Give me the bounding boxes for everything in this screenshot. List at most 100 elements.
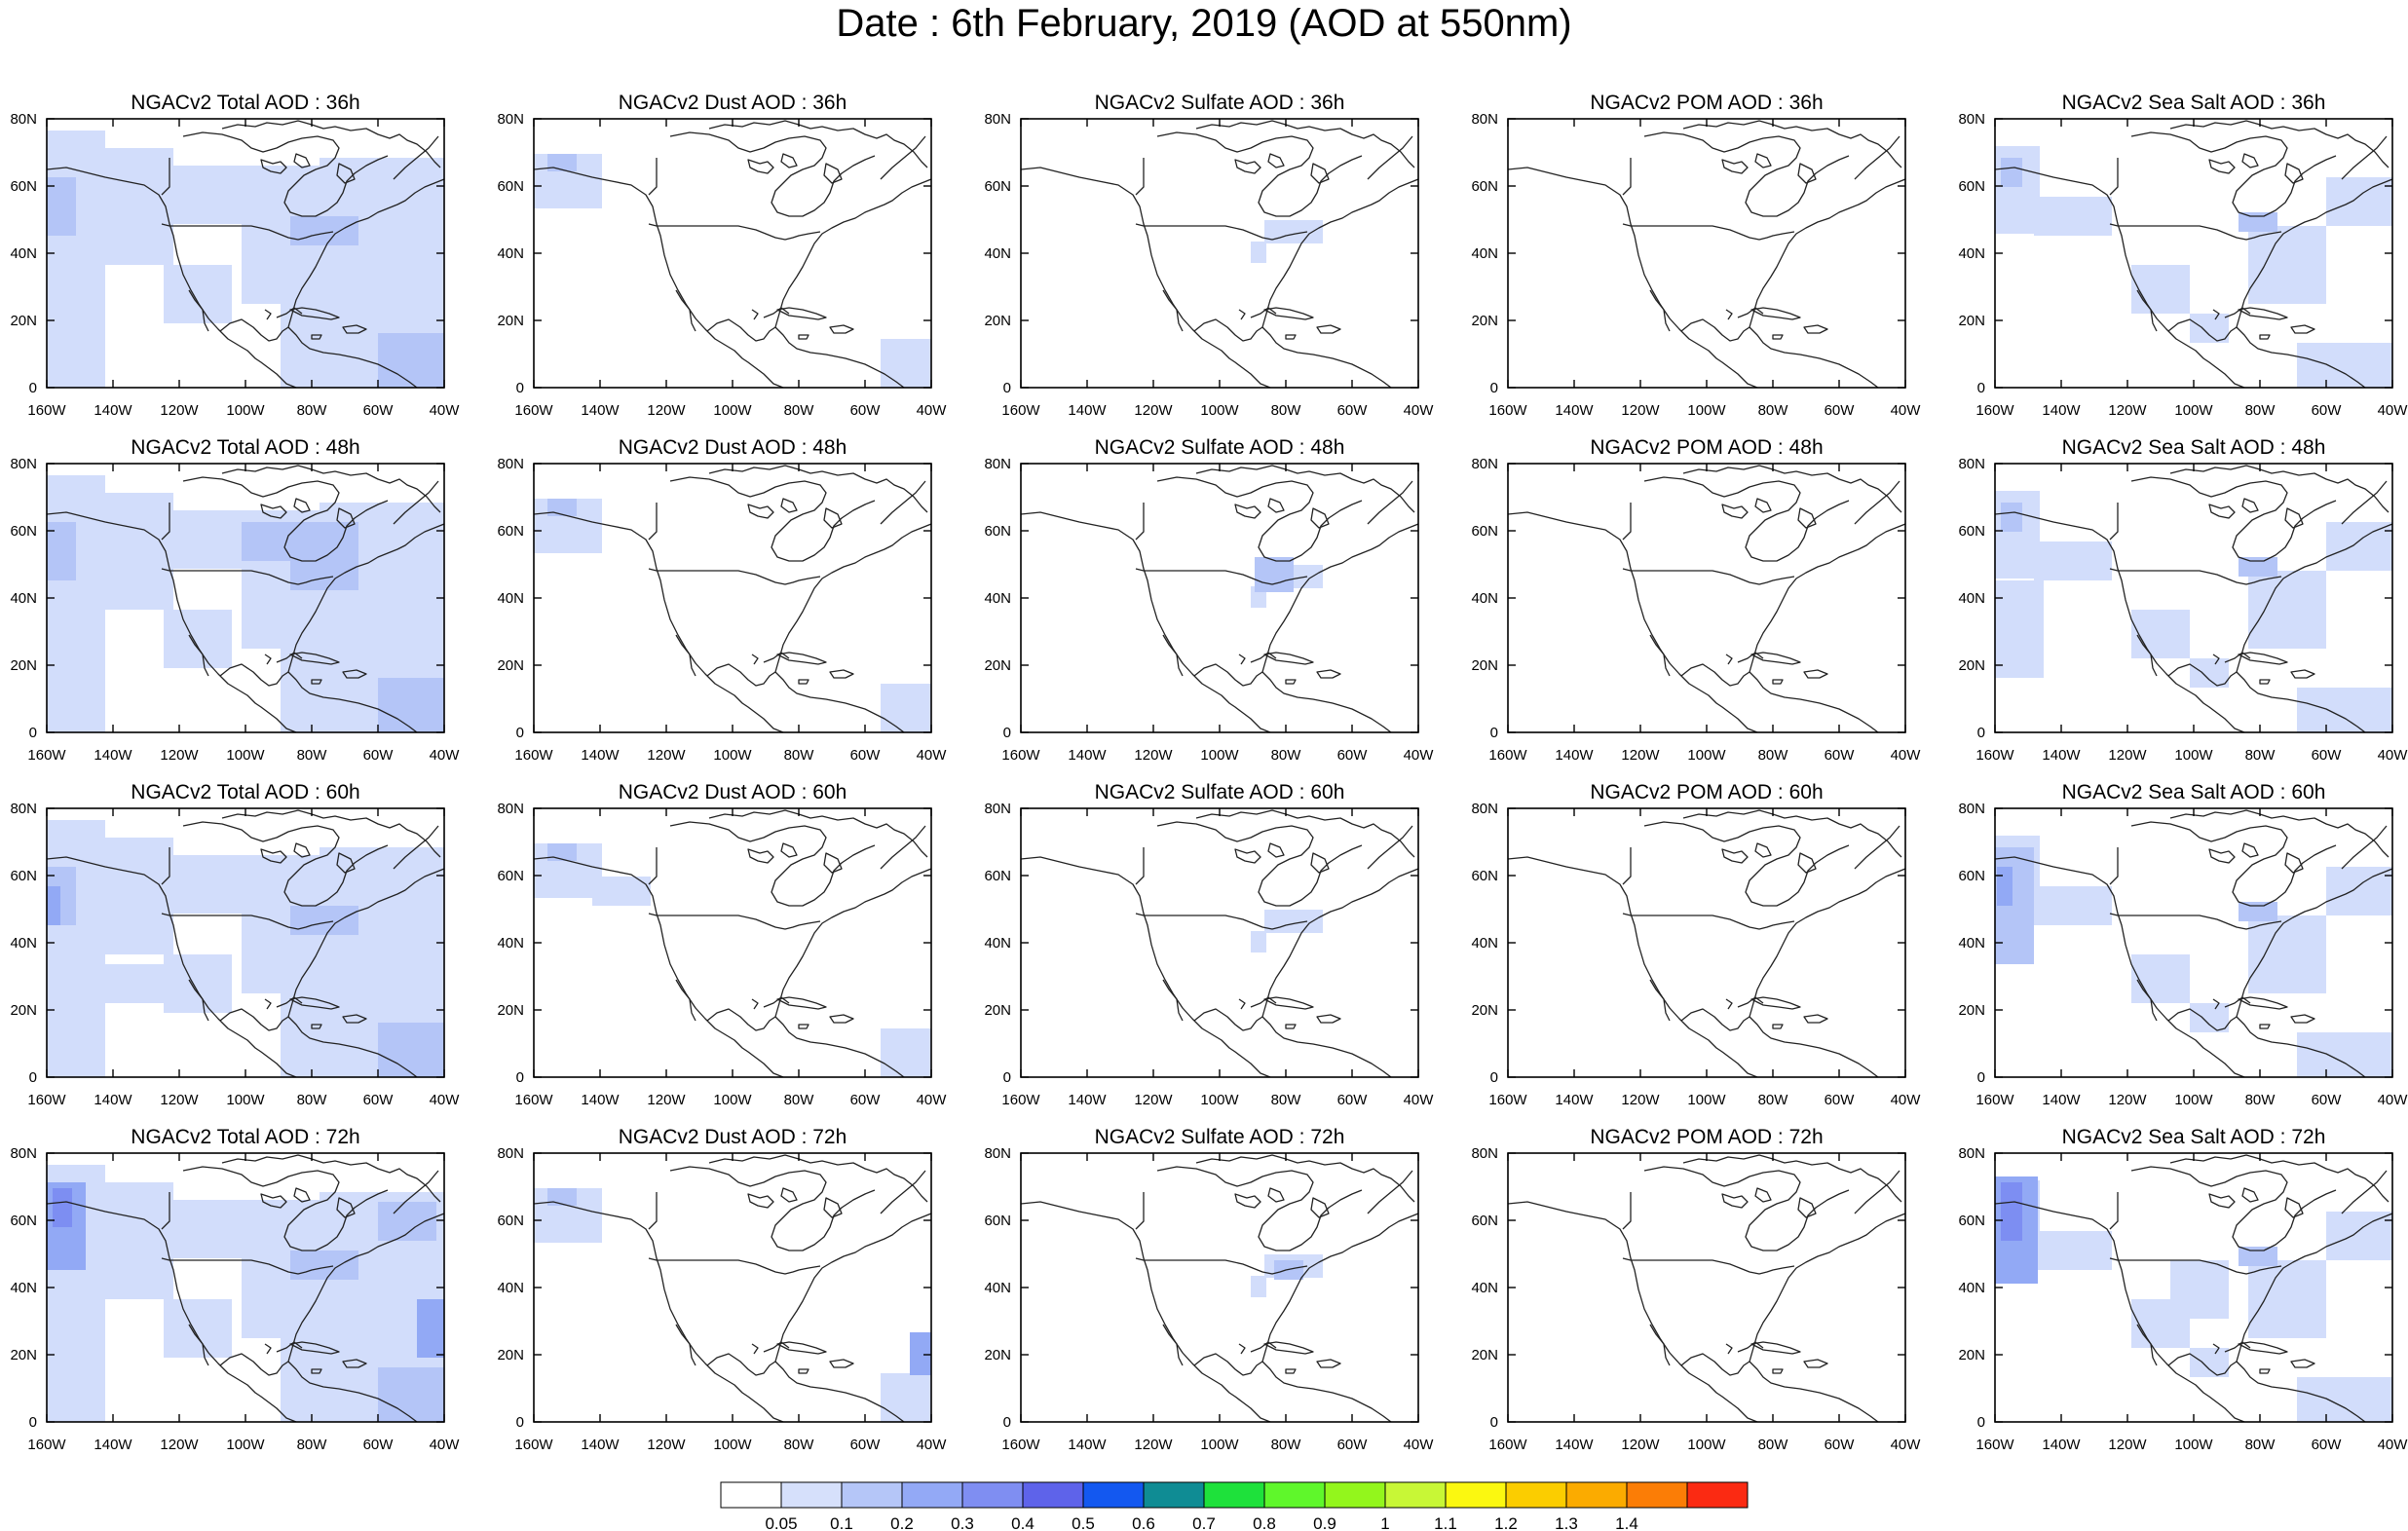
aod-shading bbox=[547, 499, 577, 516]
x-tick-label: 100W bbox=[2174, 402, 2213, 419]
x-tick-label: 40W bbox=[1404, 402, 1435, 419]
x-tick-label: 160W bbox=[1488, 1437, 1527, 1453]
x-tick-label: 160W bbox=[1488, 402, 1527, 419]
panel-title: NGACv2 Dust AOD : 36h bbox=[619, 92, 847, 114]
x-tick-label: 60W bbox=[1337, 1092, 1369, 1108]
colorbar-swatch bbox=[1445, 1481, 1507, 1509]
y-tick-label: 40N bbox=[497, 1280, 524, 1296]
x-tick-label: 100W bbox=[1687, 747, 1726, 764]
panel-title: NGACv2 Sulfate AOD : 36h bbox=[1095, 92, 1345, 114]
aod-shading bbox=[164, 265, 232, 323]
x-tick-label: 60W bbox=[363, 747, 395, 764]
y-tick-label: 20N bbox=[497, 657, 524, 674]
y-tick-label: 80N bbox=[10, 801, 37, 817]
y-tick-label: 20N bbox=[10, 1002, 37, 1019]
aod-field bbox=[1508, 464, 1905, 732]
aod-field bbox=[1021, 119, 1418, 388]
aod-field bbox=[1995, 119, 2392, 388]
y-tick-label: 60N bbox=[10, 178, 37, 195]
y-tick-label: 40N bbox=[1471, 935, 1498, 952]
x-tick-label: 40W bbox=[430, 747, 461, 764]
aod-shading bbox=[881, 339, 931, 388]
x-tick-label: 100W bbox=[713, 747, 752, 764]
colorbar: 0.05 0.1 0.2 0.3 0.4 0.5 0.6 0.7 0.8 0.9 1 1.1 1.2 1.… bbox=[720, 1481, 1749, 1531]
x-tick-label: 100W bbox=[226, 1437, 265, 1453]
x-tick-label: 60W bbox=[363, 1092, 395, 1108]
aod-shading bbox=[2001, 158, 2022, 187]
aod-shading bbox=[378, 678, 444, 732]
x-tick-label: 140W bbox=[94, 1437, 132, 1453]
y-tick-label: 80N bbox=[1471, 111, 1498, 128]
colorbar-label: 0.8 bbox=[1253, 1514, 1276, 1531]
y-tick-label: 40N bbox=[497, 245, 524, 262]
x-tick-label: 120W bbox=[647, 1437, 686, 1453]
colorbar-label: 1.4 bbox=[1615, 1514, 1638, 1531]
map-panel: 160W 140W 120W 100W 80W 60W 40W 80N 60N 40N 20N 0 NG… bbox=[1958, 436, 2408, 764]
y-tick-label: 80N bbox=[10, 1145, 37, 1162]
panel-title: NGACv2 Dust AOD : 60h bbox=[619, 781, 847, 803]
x-tick-label: 60W bbox=[363, 402, 395, 419]
y-tick-label: 80N bbox=[497, 1145, 524, 1162]
aod-shading bbox=[47, 522, 76, 580]
aod-field bbox=[1508, 119, 1905, 388]
y-tick-label: 20N bbox=[984, 657, 1011, 674]
x-tick-label: 160W bbox=[514, 1092, 553, 1108]
panel-title: NGACv2 Sea Salt AOD : 36h bbox=[2062, 92, 2326, 114]
y-tick-label: 0 bbox=[1003, 1069, 1011, 1086]
map-panel: 160W 140W 120W 100W 80W 60W 40W 80N 60N 40N 20N 0 NG… bbox=[1958, 92, 2408, 419]
x-tick-label: 160W bbox=[1975, 747, 2014, 764]
x-tick-label: 80W bbox=[2245, 1437, 2276, 1453]
colorbar-swatch bbox=[1022, 1481, 1084, 1509]
y-tick-label: 0 bbox=[29, 1414, 37, 1431]
y-tick-label: 20N bbox=[1958, 1002, 1985, 1019]
aod-field bbox=[47, 1153, 444, 1422]
x-tick-label: 160W bbox=[1488, 1092, 1527, 1108]
aod-shading bbox=[2190, 1003, 2229, 1032]
x-tick-label: 160W bbox=[1488, 747, 1527, 764]
aod-shading bbox=[547, 843, 577, 861]
y-tick-label: 40N bbox=[10, 590, 37, 607]
aod-shading bbox=[378, 333, 444, 388]
x-tick-label: 60W bbox=[850, 1092, 882, 1108]
y-tick-label: 60N bbox=[984, 523, 1011, 540]
y-tick-label: 80N bbox=[497, 111, 524, 128]
y-tick-label: 40N bbox=[1958, 245, 1985, 262]
y-tick-label: 80N bbox=[1471, 1145, 1498, 1162]
y-tick-label: 80N bbox=[984, 801, 1011, 817]
x-tick-label: 60W bbox=[850, 402, 882, 419]
x-tick-label: 140W bbox=[2042, 747, 2081, 764]
y-tick-label: 80N bbox=[1471, 456, 1498, 472]
x-tick-label: 60W bbox=[850, 1437, 882, 1453]
x-tick-label: 140W bbox=[2042, 1437, 2081, 1453]
y-tick-label: 40N bbox=[1958, 590, 1985, 607]
colorbar-swatch bbox=[841, 1481, 903, 1509]
x-tick-label: 140W bbox=[94, 402, 132, 419]
y-tick-label: 40N bbox=[497, 590, 524, 607]
map-panel: 160W 140W 120W 100W 80W 60W 40W 80N 60N 40N 20N 0 NG… bbox=[497, 1126, 947, 1453]
x-tick-label: 40W bbox=[430, 1092, 461, 1108]
x-tick-label: 120W bbox=[1134, 1092, 1173, 1108]
x-tick-label: 40W bbox=[430, 402, 461, 419]
y-tick-label: 40N bbox=[1471, 590, 1498, 607]
aod-shading bbox=[164, 610, 232, 668]
panel-title: NGACv2 Total AOD : 60h bbox=[131, 781, 359, 803]
aod-shading bbox=[2034, 197, 2112, 236]
aod-shading bbox=[881, 1028, 931, 1077]
aod-shading bbox=[2297, 343, 2392, 388]
aod-shading bbox=[164, 954, 232, 1013]
x-tick-label: 120W bbox=[647, 1092, 686, 1108]
aod-shading bbox=[910, 1332, 931, 1375]
aod-shading bbox=[2131, 610, 2190, 658]
panel-title: NGACv2 Sulfate AOD : 48h bbox=[1095, 436, 1345, 459]
aod-field bbox=[1508, 808, 1905, 1077]
x-tick-label: 160W bbox=[1001, 1092, 1040, 1108]
x-tick-label: 60W bbox=[2312, 402, 2343, 419]
y-tick-label: 0 bbox=[1977, 725, 1985, 741]
x-tick-label: 120W bbox=[160, 747, 199, 764]
y-tick-label: 80N bbox=[10, 111, 37, 128]
aod-field bbox=[47, 464, 444, 732]
y-tick-label: 40N bbox=[984, 935, 1011, 952]
x-tick-label: 120W bbox=[1134, 747, 1173, 764]
x-tick-label: 120W bbox=[160, 402, 199, 419]
